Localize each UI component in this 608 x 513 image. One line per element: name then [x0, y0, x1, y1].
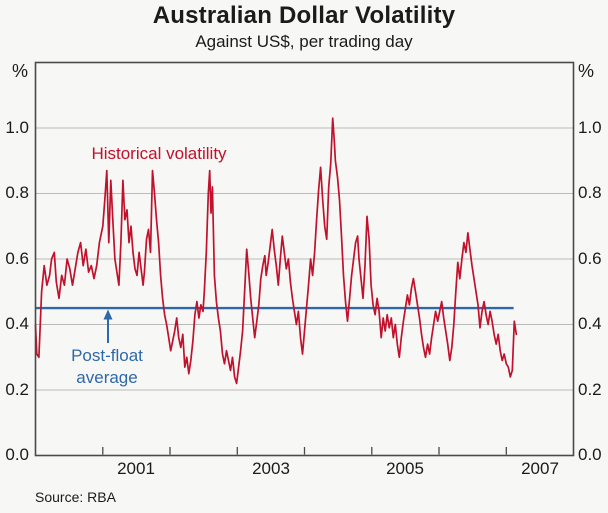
plot-frame: [34, 61, 575, 457]
y-tick-label: 0.4: [5, 314, 29, 333]
average-line-label-line2: average: [76, 368, 138, 387]
volatility-line: [34, 117, 518, 385]
y-tick-label: 0.6: [5, 249, 29, 268]
chart-subtitle: Against US$, per trading day: [195, 32, 413, 51]
series-label-historical-volatility: Historical volatility: [91, 144, 227, 163]
y-tick-label: 0.6: [578, 249, 602, 268]
y-tick-label: 0.2: [5, 380, 29, 399]
y-tick-label: 1.0: [578, 118, 602, 137]
arrow-up-icon: [103, 309, 113, 343]
y-tick-label: 0.8: [578, 183, 602, 202]
y-axis-unit-right: %: [578, 61, 595, 81]
y-tick-label: 0.0: [5, 445, 29, 464]
x-tick-label: 2001: [117, 459, 155, 478]
x-tick-label: 2007: [521, 459, 559, 478]
y-tick-label: 0.4: [578, 314, 602, 333]
chart-title: Australian Dollar Volatility: [152, 2, 456, 29]
y-tick-label: 1.0: [5, 118, 29, 137]
y-tick-label: 0.0: [578, 445, 602, 464]
x-tick-label: 2005: [386, 459, 424, 478]
x-tick-label: 2003: [252, 459, 290, 478]
y-axis-unit-left: %: [11, 61, 28, 81]
y-tick-label: 0.8: [5, 183, 29, 202]
source-note: Source: RBA: [35, 489, 116, 505]
y-tick-label: 0.2: [578, 380, 602, 399]
average-line-label: Post-float average: [37, 345, 177, 389]
average-line-label-line1: Post-float: [71, 346, 143, 365]
